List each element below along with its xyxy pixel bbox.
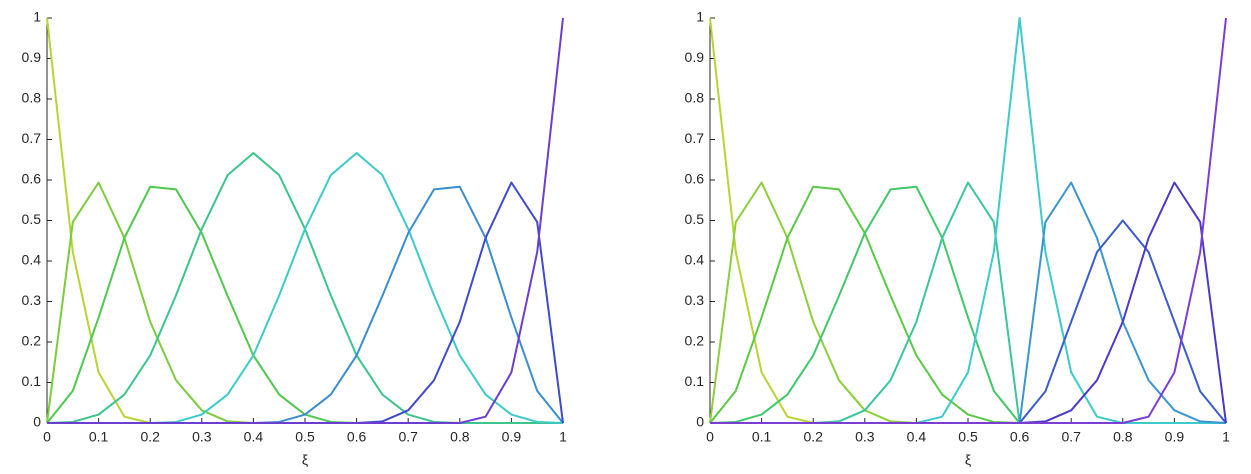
y-tick-label: 0.3 bbox=[685, 292, 705, 308]
basis-curve bbox=[46, 185, 563, 424]
x-tick-label: 0.3 bbox=[192, 429, 212, 445]
x-tick-label: 0 bbox=[706, 429, 714, 445]
y-tick-label: 0.6 bbox=[22, 171, 42, 187]
basis-curve bbox=[710, 181, 1226, 424]
x-tick-label: 0.7 bbox=[1061, 429, 1081, 445]
y-tick-label: 0.2 bbox=[22, 333, 42, 349]
y-tick-label: 0.5 bbox=[22, 211, 42, 227]
basis-curve bbox=[709, 185, 1226, 424]
basis-curve bbox=[46, 181, 563, 424]
y-tick-label: 0 bbox=[696, 414, 704, 430]
y-tick-label: 0.7 bbox=[22, 130, 42, 146]
y-tick-label: 0.1 bbox=[685, 373, 705, 389]
x-tick-label: 0.6 bbox=[1010, 429, 1030, 445]
x-tick-label: 0.5 bbox=[295, 429, 315, 445]
y-tick-label: 0.2 bbox=[685, 333, 705, 349]
y-tick-label: 0.3 bbox=[22, 292, 42, 308]
y-tick-label: 0.5 bbox=[685, 211, 705, 227]
basis-curve bbox=[47, 181, 564, 424]
y-tick-label: 0.6 bbox=[685, 171, 705, 187]
basis-curve bbox=[709, 17, 1226, 424]
basis-curve bbox=[710, 17, 1227, 424]
basis-curve bbox=[709, 185, 1226, 424]
basis-curve bbox=[709, 181, 1226, 424]
basis-curve bbox=[710, 219, 1227, 424]
x-tick-label: 1 bbox=[1222, 429, 1230, 445]
y-tick-label: 0.4 bbox=[685, 252, 705, 268]
x-tick-label: 0.8 bbox=[450, 429, 470, 445]
basis-curve bbox=[47, 17, 564, 424]
x-tick-label: 0.1 bbox=[752, 429, 772, 445]
x-axis-label: ξ bbox=[302, 452, 308, 468]
basis-curve bbox=[710, 17, 1226, 424]
x-tick-label: 0.4 bbox=[907, 429, 927, 445]
basis-curve bbox=[46, 151, 563, 424]
x-tick-label: 1 bbox=[559, 429, 567, 445]
x-tick-label: 0.3 bbox=[855, 429, 875, 445]
x-tick-label: 0.8 bbox=[1113, 429, 1133, 445]
basis-curve bbox=[47, 185, 564, 424]
y-tick-label: 1 bbox=[33, 9, 41, 25]
x-tick-label: 0.6 bbox=[347, 429, 367, 445]
y-tick-label: 0.9 bbox=[685, 49, 705, 65]
x-tick-label: 0 bbox=[43, 429, 51, 445]
x-tick-label: 0.9 bbox=[1165, 429, 1185, 445]
x-tick-label: 0.2 bbox=[803, 429, 823, 445]
x-tick-label: 0.2 bbox=[140, 429, 160, 445]
x-axis-label: ξ bbox=[965, 452, 971, 468]
y-tick-label: 0.7 bbox=[685, 130, 705, 146]
x-tick-label: 0.7 bbox=[398, 429, 418, 445]
basis-curve bbox=[710, 181, 1227, 424]
y-tick-label: 0.1 bbox=[22, 373, 42, 389]
y-tick-label: 0.9 bbox=[22, 49, 42, 65]
x-tick-label: 0.1 bbox=[89, 429, 109, 445]
y-tick-label: 1 bbox=[696, 9, 704, 25]
basis-curve bbox=[47, 151, 564, 424]
x-tick-label: 0.4 bbox=[244, 429, 264, 445]
basis-curve bbox=[710, 181, 1227, 424]
y-tick-label: 0.8 bbox=[685, 90, 705, 106]
x-tick-label: 0.5 bbox=[958, 429, 978, 445]
x-tick-label: 0.9 bbox=[502, 429, 522, 445]
basis-curve bbox=[46, 17, 563, 424]
y-tick-label: 0.4 bbox=[22, 252, 42, 268]
y-tick-label: 0 bbox=[33, 414, 41, 430]
y-tick-label: 0.8 bbox=[22, 90, 42, 106]
